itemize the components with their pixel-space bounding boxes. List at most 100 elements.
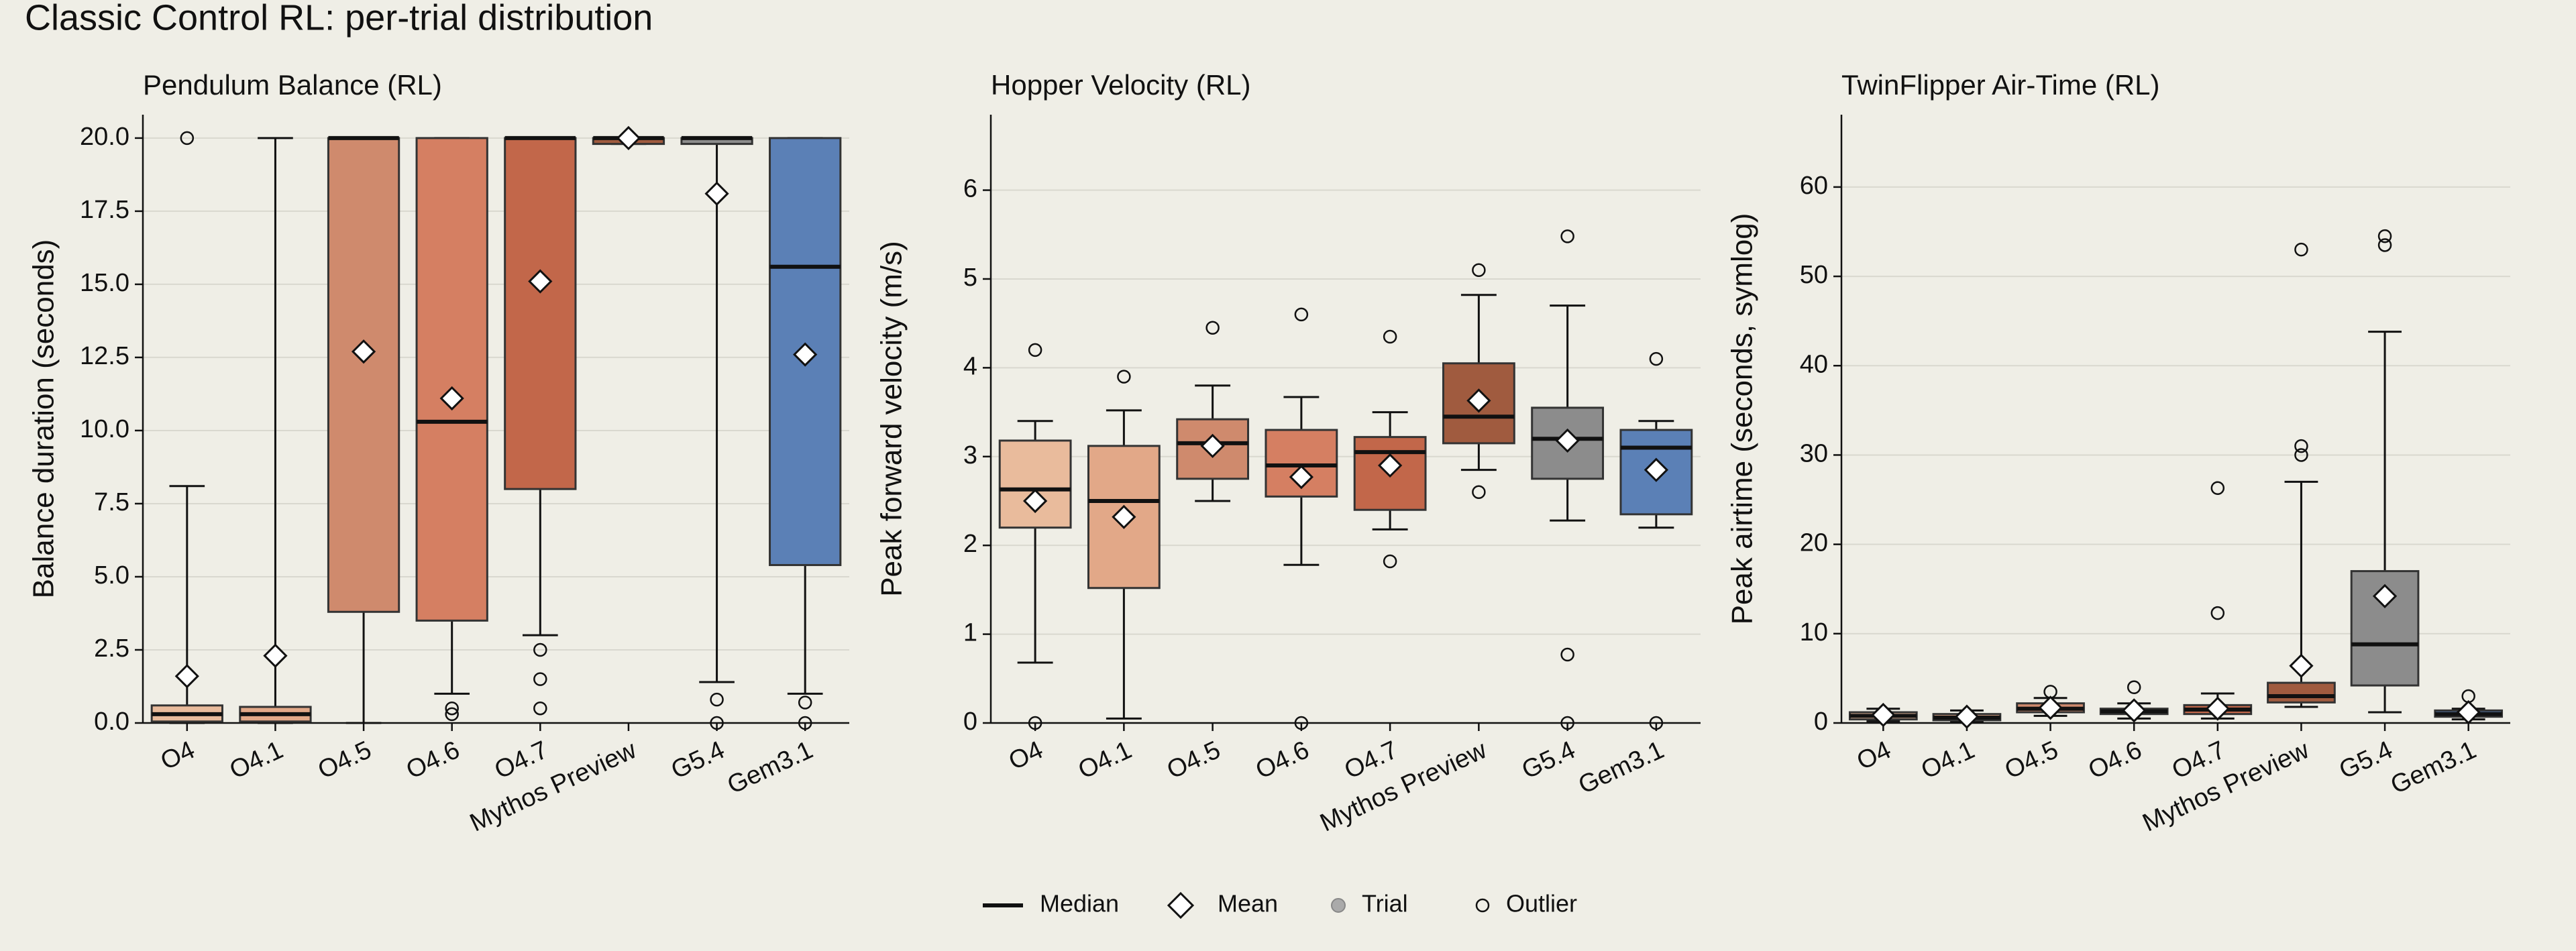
mean (1289, 465, 1314, 490)
y-tick-label: 5 (963, 264, 977, 292)
y-tick-label: 10 (1800, 618, 1828, 647)
outlier (445, 701, 459, 716)
y-tick-label: 2 (963, 530, 977, 558)
mean (439, 386, 464, 411)
mean (2289, 653, 2314, 678)
mean (2456, 700, 2481, 725)
mean (263, 643, 288, 668)
outlier (1649, 351, 1664, 366)
outlier (798, 716, 812, 730)
outlier (1472, 263, 1486, 277)
mean (1200, 433, 1225, 459)
outlier (1472, 485, 1486, 499)
legend: Median Mean Trial Outlier (983, 890, 1577, 919)
y-tick-label: 12.5 (80, 342, 129, 370)
outlier (710, 692, 724, 707)
mean (1112, 504, 1136, 529)
y-tick-label: 7.5 (94, 488, 129, 516)
legend-trial-icon (1331, 898, 1346, 913)
box-group: G5.4 (2335, 229, 2420, 785)
y-axis-label: Balance duration (seconds) (28, 239, 60, 599)
outlier (180, 131, 195, 146)
mean (616, 125, 641, 151)
outlier (798, 695, 812, 710)
legend-mean-icon (1167, 891, 1195, 919)
outlier (2294, 439, 2308, 453)
y-tick-label: 3 (963, 441, 977, 469)
box-group: O4.6 (1251, 307, 1338, 785)
y-tick-label: 0.0 (94, 708, 129, 736)
panel-title: Pendulum Balance (RL) (143, 69, 442, 101)
outlier (533, 672, 547, 686)
y-tick-label: 17.5 (80, 196, 129, 224)
y-tick-label: 20 (1800, 529, 1828, 557)
outlier (1028, 343, 1042, 357)
legend-label: Mean (1218, 890, 1278, 917)
outlier (1205, 321, 1220, 335)
outlier (2294, 242, 2308, 257)
outlier (2127, 680, 2141, 694)
outlier (1294, 307, 1309, 322)
outlier (1028, 716, 1042, 730)
box (327, 137, 400, 613)
outlier (1117, 370, 1131, 384)
y-tick-label: 20.0 (80, 123, 129, 151)
y-tick-label: 1 (963, 619, 977, 647)
mean (1466, 388, 1491, 413)
y-tick-label: 50 (1800, 261, 1828, 289)
y-tick-label: 4 (963, 352, 977, 380)
panel: Pendulum Balance (RL) Balance duration (s… (28, 69, 849, 838)
mean (174, 664, 199, 689)
mean (528, 269, 553, 294)
legend-label: Outlier (1506, 890, 1577, 917)
outlier (533, 701, 547, 716)
legend-label: Trial (1362, 890, 1408, 917)
outlier (1560, 716, 1574, 730)
y-tick-label: 0 (1814, 708, 1828, 736)
mean (1378, 453, 1403, 478)
box (1087, 445, 1161, 590)
outlier (2210, 606, 2225, 620)
panel-title: TwinFlipper Air-Time (RL) (1841, 69, 2160, 101)
y-tick-label: 0 (963, 708, 977, 736)
box (769, 137, 842, 567)
y-tick-label: 15.0 (80, 269, 129, 297)
outlier (710, 716, 724, 730)
outlier (533, 642, 547, 657)
mean (704, 181, 729, 206)
mean (793, 342, 818, 367)
y-axis-label: Peak airtime (seconds, symlog) (1726, 213, 1759, 625)
outlier (1294, 716, 1309, 730)
outlier (2377, 229, 2392, 243)
y-tick-label: 40 (1800, 350, 1828, 378)
box-group: O4.6 (402, 137, 488, 785)
y-axis-label: Peak forward velocity (m/s) (875, 241, 908, 597)
outlier (1560, 229, 1574, 243)
mean (1555, 428, 1580, 453)
y-tick-label: 2.5 (94, 634, 129, 663)
outlier (1560, 647, 1574, 662)
mean (1644, 457, 1669, 482)
outlier (1383, 329, 1397, 344)
y-tick-label: 10.0 (80, 415, 129, 443)
mean (1023, 488, 1048, 514)
mean (351, 339, 376, 364)
outlier (445, 707, 459, 722)
page-title: Classic Control RL: per-trial distributi… (25, 0, 653, 38)
box (2267, 681, 2336, 704)
outlier (1649, 716, 1664, 730)
outlier (2377, 238, 2392, 252)
mean (2205, 696, 2230, 721)
mean (1871, 702, 1896, 728)
legend-label: Median (1040, 890, 1119, 917)
panel-title: Hopper Velocity (RL) (991, 69, 1251, 101)
mean (2038, 695, 2063, 720)
mean (1954, 704, 1980, 729)
legend-outlier-icon (1475, 898, 1490, 913)
y-tick-label: 60 (1800, 172, 1828, 200)
outlier (1383, 554, 1397, 569)
box (504, 137, 577, 490)
box (415, 137, 488, 622)
outlier (2210, 481, 2225, 495)
